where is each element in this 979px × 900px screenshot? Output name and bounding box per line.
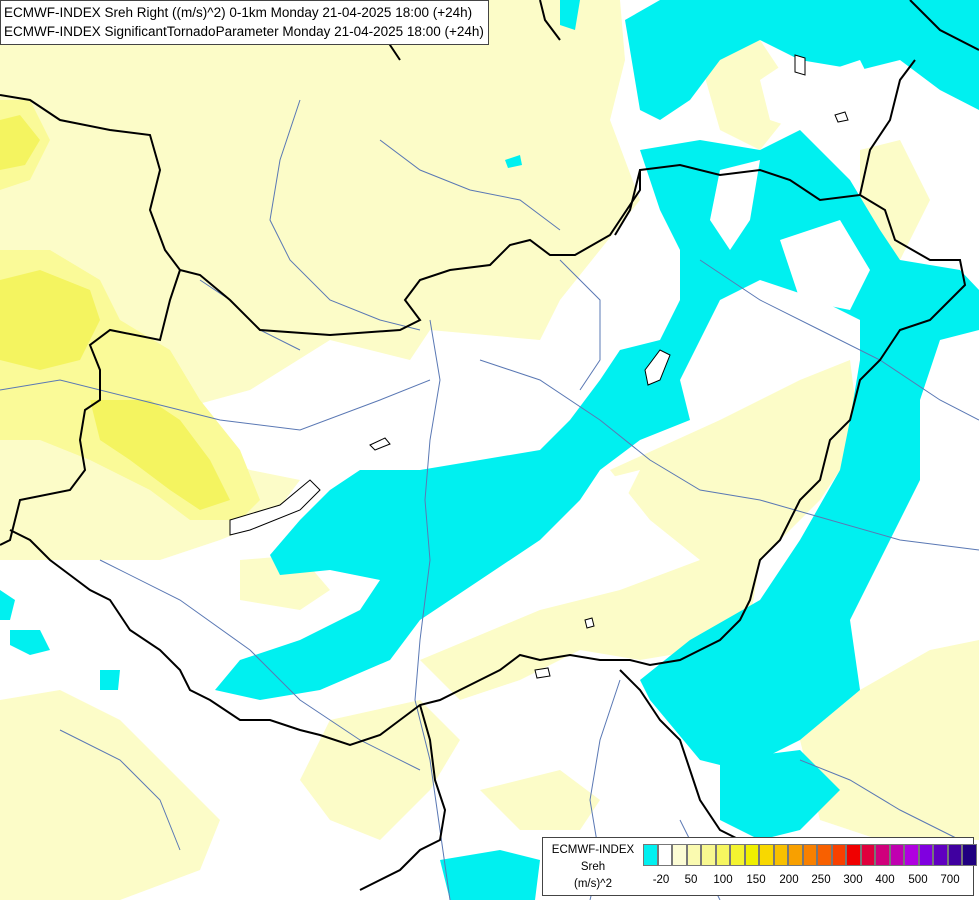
legend-swatch	[744, 844, 759, 866]
legend-title: ECMWF-INDEX	[551, 844, 635, 856]
legend-swatch	[657, 844, 672, 866]
map-title-line-2: ECMWF-INDEX SignificantTornadoParameter …	[4, 24, 484, 39]
legend-swatch	[831, 844, 846, 866]
legend-swatch	[701, 844, 716, 866]
legend-swatch	[802, 844, 817, 866]
legend-tick-label: 500	[908, 874, 928, 886]
legend-subtitle: Sreh	[580, 861, 606, 873]
legend-swatch	[643, 844, 658, 866]
legend-tick-labels: -20 50 100 150 200 250 300 400 500 700	[643, 874, 973, 890]
legend-swatch	[947, 844, 962, 866]
legend-swatch	[730, 844, 745, 866]
legend-tick-label: 150	[746, 874, 766, 886]
white-areas	[590, 60, 880, 510]
legend-swatch	[933, 844, 948, 866]
legend-color-bar	[643, 844, 977, 866]
legend-tick-label: 200	[779, 874, 799, 886]
legend-swatch	[904, 844, 919, 866]
legend-tick-label: 400	[875, 874, 895, 886]
legend-swatch	[715, 844, 730, 866]
legend-tick-label: 250	[811, 874, 831, 886]
legend-swatch	[788, 844, 803, 866]
legend-tick-label: 50	[684, 874, 698, 886]
yellow-regions	[0, 115, 230, 510]
legend-swatch	[918, 844, 933, 866]
legend-swatch	[846, 844, 861, 866]
lakes	[229, 54, 849, 679]
legend-swatch	[962, 844, 977, 866]
legend-swatch	[759, 844, 774, 866]
map-title-line-1: ECMWF-INDEX Sreh Right ((m/s)^2) 0-1km M…	[4, 5, 473, 20]
legend-swatch	[773, 844, 788, 866]
legend-unit: (m/s)^2	[574, 878, 612, 890]
legend-tick-label: 300	[843, 874, 863, 886]
legend-swatch	[875, 844, 890, 866]
legend: ECMWF-INDEX Sreh (m/s)^2 -20 50 100 150 200 2…	[542, 837, 977, 896]
legend-swatch	[889, 844, 904, 866]
legend-swatch	[860, 844, 875, 866]
legend-swatch	[817, 844, 832, 866]
map-title-box: ECMWF-INDEX Sreh Right ((m/s)^2) 0-1km M…	[0, 0, 489, 45]
legend-tick-label: -20	[652, 874, 670, 886]
legend-swatch	[686, 844, 701, 866]
legend-tick-label: 100	[713, 874, 733, 886]
legend-tick-label: 700	[940, 874, 960, 886]
legend-swatch	[672, 844, 687, 866]
